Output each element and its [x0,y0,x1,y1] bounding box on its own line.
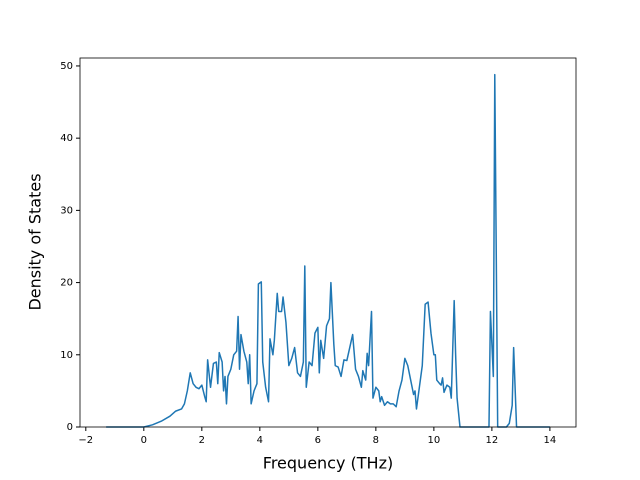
x-tick-label: 14 [544,435,557,446]
y-tick-label: 50 [60,61,73,72]
x-tick-label: 12 [486,435,499,446]
y-tick-label: 20 [60,278,73,289]
x-tick-label: 10 [428,435,441,446]
x-tick-label: 6 [315,435,321,446]
x-tick-label: 2 [199,435,205,446]
y-tick-label: 40 [60,133,73,144]
y-axis-title: Density of States [26,173,45,310]
y-tick-label: 0 [67,422,73,433]
dos-line [106,73,550,428]
x-tick-label: 8 [373,435,379,446]
x-tick-label: 4 [257,435,263,446]
plot-frame [79,57,577,428]
x-tick-label: −2 [78,435,93,446]
y-tick-label: 30 [60,205,73,216]
y-tick-label: 10 [60,350,73,361]
x-axis-title: Frequency (THz) [263,454,393,473]
x-tick-label: 0 [141,435,147,446]
